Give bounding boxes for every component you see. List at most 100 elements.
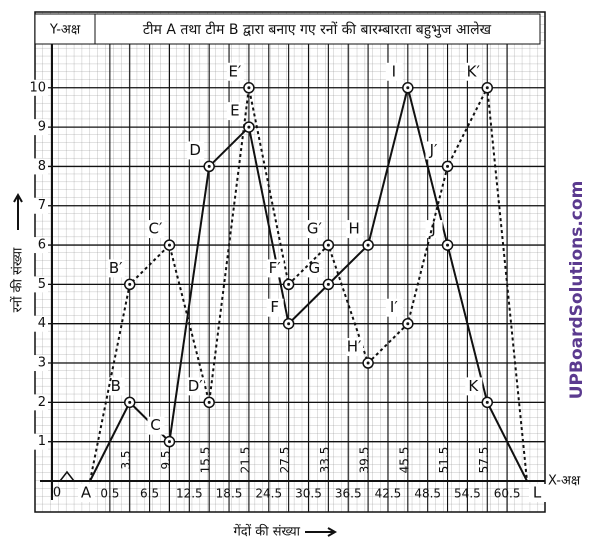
x-tick-label: 6.5 (140, 487, 159, 501)
point-label-bg (147, 220, 165, 239)
point-label-bg (306, 220, 324, 239)
point-label: L (533, 484, 542, 502)
point-dot (406, 322, 410, 326)
point-label: K′ (467, 62, 481, 80)
x-tick-label: 24.5 (255, 487, 282, 501)
x-class-mark-label: 21.5 (238, 447, 252, 474)
y-arrow (13, 192, 23, 230)
point-label-bg (107, 377, 125, 396)
point-dot (207, 400, 211, 404)
y-axis-name: Y-अक्ष (49, 23, 81, 38)
y-tick-label: 10 (29, 80, 46, 95)
tick-label-bg (30, 394, 48, 411)
point-dot (207, 164, 211, 168)
point-label-bg (187, 141, 205, 160)
point-label: H (348, 220, 359, 238)
x-class-mark-label: 3.5 (119, 450, 133, 469)
y-tick-label: 1 (38, 434, 46, 449)
point-dot (247, 86, 251, 90)
y-tick-label: 7 (38, 198, 46, 213)
point-label-bg (346, 220, 364, 239)
x-class-mark-label: 33.5 (318, 447, 332, 474)
tick-label-bg (30, 197, 48, 214)
point-label: H′ (347, 338, 362, 356)
point-label: D (189, 141, 201, 159)
origin-label: 0 (53, 486, 61, 501)
y-tick-label: 5 (38, 277, 46, 292)
point-label-bg (78, 484, 95, 502)
x-class-mark-label: 27.5 (278, 447, 292, 474)
y-tick-label: 4 (38, 316, 46, 331)
point-label: I (392, 62, 396, 80)
tick-label-bg (30, 433, 48, 450)
point-label-bg (226, 102, 244, 121)
point-label-bg (425, 220, 443, 239)
x-class-mark-label: 9.5 (159, 450, 173, 469)
point-label-bg (385, 298, 403, 317)
tick-label-bg (30, 355, 48, 372)
series-line (89, 84, 528, 482)
title-box (94, 13, 541, 45)
x-class-mark-label: 45.5 (397, 447, 411, 474)
point-label-bg (266, 259, 284, 278)
point-label-bg (187, 377, 205, 396)
point-label-bg (425, 141, 443, 160)
tick-label-bg (30, 158, 48, 175)
x-class-mark-label: 51.5 (437, 447, 451, 474)
point-label: B (111, 377, 121, 395)
point-label: G′ (307, 220, 323, 238)
point-label-bg (465, 377, 483, 396)
point-dot (247, 125, 251, 129)
y-tick-label: 2 (38, 395, 46, 410)
x-tick-label: 60.5 (494, 487, 521, 501)
y-axis-label: रनों की संख्या (10, 247, 26, 312)
x-tick-label: 0.5 (100, 487, 119, 501)
x-tick-label: 42.5 (375, 487, 402, 501)
y-tick-label: 8 (38, 159, 46, 174)
x-class-mark-label: 15.5 (199, 447, 213, 474)
point-dot (128, 282, 132, 286)
point-label-bg (226, 62, 244, 81)
point-label-bg (147, 416, 165, 435)
point-dot (406, 86, 410, 90)
tick-label-bg (30, 237, 48, 254)
x-tick-label: 36.5 (335, 487, 362, 501)
watermark: UPBoardSolutions.com (567, 181, 587, 400)
point-label: K (468, 377, 479, 395)
point-label-bg (385, 62, 403, 81)
point-dot (167, 243, 171, 247)
point-label: J (430, 220, 435, 238)
point-dot (287, 322, 291, 326)
axis-break (59, 470, 75, 482)
point-label-bg (107, 259, 125, 278)
tick-label-bg (30, 79, 48, 96)
y-tick-label: 3 (38, 356, 46, 371)
x-arrow (305, 527, 338, 537)
point-dot (366, 243, 370, 247)
y-tick-label: 9 (38, 120, 46, 135)
y-tick-label: 6 (38, 238, 46, 253)
x-axis-name: X-अक्ष (548, 474, 581, 489)
point-label: I′ (390, 298, 398, 316)
point-dot (128, 400, 132, 404)
x-class-mark-label: 57.5 (477, 447, 491, 474)
point-label: B′ (109, 259, 123, 277)
series-line (89, 87, 528, 482)
point-label-bg (465, 62, 483, 81)
point-label: A (81, 484, 92, 502)
tick-label-bg (30, 315, 48, 332)
x-class-mark-label: 39.5 (358, 447, 372, 474)
point-label-bg (529, 484, 546, 502)
point-dot (366, 361, 370, 365)
point-dot (326, 282, 330, 286)
point-label: C′ (149, 220, 163, 238)
point-dot (446, 243, 450, 247)
x-tick-label: 48.5 (414, 487, 441, 501)
point-label-bg (266, 298, 284, 317)
point-dot (287, 282, 291, 286)
tick-label-bg (30, 276, 48, 293)
point-label: C (150, 416, 160, 434)
point-label: E′ (228, 62, 241, 80)
point-label: D′ (188, 377, 204, 395)
point-dot (326, 243, 330, 247)
